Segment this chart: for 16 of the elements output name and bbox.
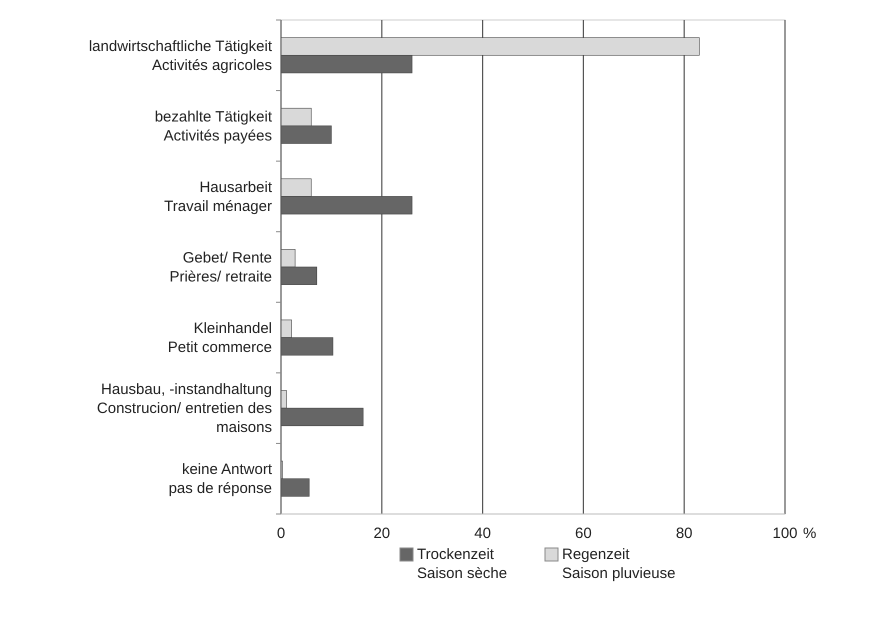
y-tick-label: Kleinhandel Petit commerce [168, 320, 272, 356]
y-tick-label: bezahlte Tätigkeit Activités payées [154, 108, 273, 144]
x-tick-label: 20 [373, 525, 390, 542]
x-tick-label: 80 [676, 525, 693, 542]
y-tick-label: keine Antwort pas de réponse [168, 461, 273, 498]
x-tick-label: 0 [276, 525, 286, 542]
x-tick-label: 100 [772, 525, 798, 542]
x-tick-label: 60 [575, 525, 592, 542]
y-tick-label: landwirtschaftliche Tätigkeit Activités agricoles [88, 38, 273, 74]
y-tick-label: Hausarbeit Travail ménager [164, 178, 273, 215]
x-tick-label: 40 [474, 525, 491, 542]
y-tick-label: Gebet/ Rente Prières/ retraite [169, 250, 272, 286]
y-tick-label: Hausbau, -instandhaltung Construcion/ entretien des maisons [96, 381, 272, 436]
legend-label: Regenzeit Saison pluvieuse [562, 546, 676, 582]
legend-label: Trockenzeit Saison sèche [417, 546, 508, 582]
x-axis-title: % [803, 525, 816, 542]
